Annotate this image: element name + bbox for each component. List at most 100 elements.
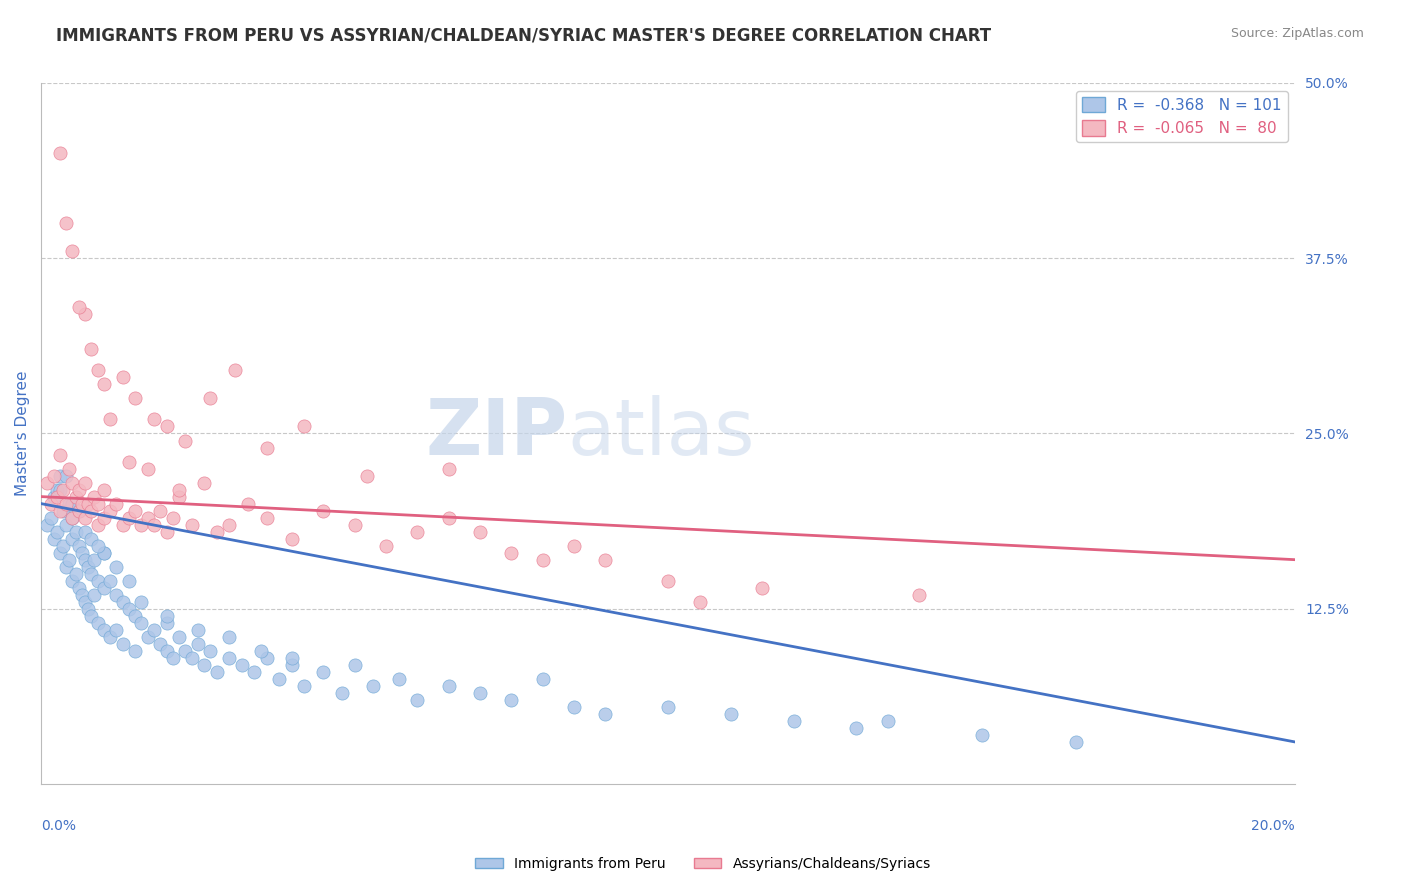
Point [77,497,100,511]
Point [501,693,523,707]
Point [269,672,291,686]
Point [111,595,134,609]
Point [363,679,385,693]
Point [65,524,87,539]
Point [224,363,246,377]
Point [37,517,59,532]
Point [98,503,121,517]
Point [70,497,93,511]
Point [62,244,84,259]
Point [155,524,177,539]
Point [49,448,72,462]
Text: Source: ZipAtlas.com: Source: ZipAtlas.com [1230,27,1364,40]
Point [256,651,278,665]
Point [52,503,75,517]
Point [143,517,166,532]
Point [231,657,253,672]
Point [86,539,108,553]
Point [93,483,115,497]
Point [468,686,491,700]
Point [49,546,72,560]
Point [343,517,366,532]
Point [193,475,215,490]
Point [312,665,335,679]
Point [501,546,523,560]
Point [62,475,84,490]
Point [162,651,184,665]
Point [312,503,335,517]
Point [437,679,460,693]
Point [83,490,105,504]
Point [180,517,202,532]
Point [98,574,121,588]
Point [62,574,84,588]
Point [236,497,259,511]
Point [249,644,271,658]
Point [39,497,62,511]
Point [155,615,177,630]
Point [93,546,115,560]
Point [167,490,190,504]
Point [243,665,266,679]
Point [167,483,190,497]
Point [73,552,96,566]
Point [93,377,115,392]
Point [67,503,90,517]
Point [67,483,90,497]
Point [118,510,141,524]
Point [93,546,115,560]
Point [55,468,77,483]
Point [174,434,197,448]
Legend: R =  -0.368   N = 101, R =  -0.065   N =  80: R = -0.368 N = 101, R = -0.065 N = 80 [1076,91,1288,143]
Point [375,539,398,553]
Point [83,588,105,602]
Point [387,672,409,686]
Text: 0.0%: 0.0% [41,819,76,833]
Text: atlas: atlas [568,395,755,472]
Point [205,524,228,539]
Point [187,637,209,651]
Text: ZIP: ZIP [426,395,568,472]
Point [45,483,67,497]
Point [65,490,87,504]
Point [52,483,75,497]
Point [131,517,153,532]
Point [58,497,80,511]
Point [136,630,159,644]
Point [149,637,172,651]
Point [111,517,134,532]
Point [468,524,491,539]
Point [111,637,134,651]
Point [343,657,366,672]
Point [406,524,429,539]
Point [294,419,316,434]
Text: IMMIGRANTS FROM PERU VS ASSYRIAN/CHALDEAN/SYRIAC MASTER'S DEGREE CORRELATION CHA: IMMIGRANTS FROM PERU VS ASSYRIAN/CHALDEA… [56,27,991,45]
Point [86,517,108,532]
Point [73,307,96,321]
Text: 20.0%: 20.0% [1251,819,1295,833]
Point [143,623,166,637]
Point [118,601,141,615]
Point [62,510,84,524]
Point [45,524,67,539]
Point [218,630,240,644]
Point [437,510,460,524]
Point [52,539,75,553]
Point [65,566,87,581]
Point [406,693,429,707]
Point [294,679,316,693]
Point [689,595,711,609]
Point [155,644,177,658]
Point [86,497,108,511]
Point [70,588,93,602]
Point [49,503,72,517]
Point [55,517,77,532]
Point [149,503,172,517]
Point [180,651,202,665]
Point [124,392,146,406]
Point [876,714,898,728]
Point [356,468,378,483]
Point [124,608,146,623]
Point [83,552,105,566]
Point [124,644,146,658]
